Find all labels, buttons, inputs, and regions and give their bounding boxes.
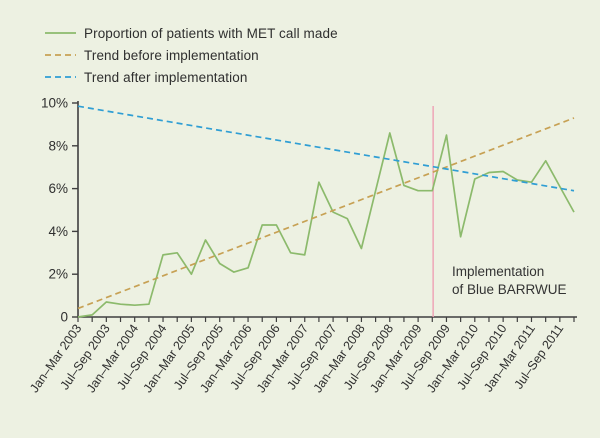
legend-item: Trend after implementation bbox=[45, 66, 338, 88]
y-tick-label: 2% bbox=[48, 267, 68, 282]
series-met-call-line bbox=[77, 132, 575, 318]
implementation-annotation: Implementation of Blue BARRWUE bbox=[452, 263, 567, 299]
y-tick-label: 10% bbox=[41, 96, 68, 111]
implementation-annotation-line1: Implementation bbox=[452, 264, 545, 279]
chart-legend: Proportion of patients with MET call mad… bbox=[45, 22, 338, 88]
legend-item-label: Trend after implementation bbox=[84, 69, 248, 85]
trend-after-line bbox=[77, 105, 575, 192]
legend-swatch-solid-line bbox=[45, 32, 76, 34]
legend-item-label: Trend before implementation bbox=[84, 47, 259, 63]
trend-before-line bbox=[77, 117, 575, 310]
y-tick-label: 6% bbox=[48, 181, 68, 196]
legend-item-label: Proportion of patients with MET call mad… bbox=[84, 25, 338, 41]
legend-swatch-dashed-line bbox=[45, 76, 76, 78]
y-tick-label: 8% bbox=[48, 138, 68, 153]
y-tick-label: 4% bbox=[48, 224, 68, 239]
implementation-annotation-line2: of Blue BARRWUE bbox=[452, 282, 567, 297]
y-tick-label: 0 bbox=[60, 310, 68, 325]
legend-item: Proportion of patients with MET call mad… bbox=[45, 22, 338, 44]
legend-swatch-dashed-line bbox=[45, 54, 76, 56]
legend-item: Trend before implementation bbox=[45, 44, 338, 66]
